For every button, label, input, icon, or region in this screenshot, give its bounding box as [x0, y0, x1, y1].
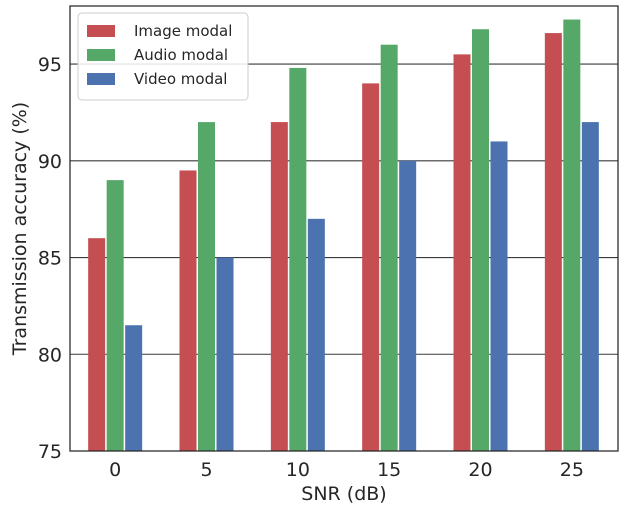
- x-tick-labels: 0 5 10 15 20 25: [109, 459, 584, 481]
- y-tick-label: 95: [38, 54, 62, 76]
- x-tick-label: 0: [109, 459, 121, 481]
- bar-audio-modal: [472, 29, 489, 451]
- bar-audio-modal: [106, 180, 124, 451]
- legend-label: Image modal: [134, 22, 232, 40]
- legend-swatch-audio-modal: [87, 49, 115, 61]
- bar-audio-modal: [198, 122, 215, 451]
- y-tick-labels: 75 80 85 90 95: [38, 54, 62, 463]
- bar-video-modal: [399, 160, 417, 452]
- bar-video-modal: [581, 122, 599, 451]
- legend-box: [77, 12, 249, 101]
- legend-swatch-image-modal: [87, 25, 115, 37]
- y-tick-label: 90: [38, 151, 62, 173]
- x-tick-label: 20: [468, 459, 492, 481]
- x-tick-label: 5: [200, 459, 212, 481]
- bar-video-modal: [216, 257, 234, 451]
- x-tick-label: 15: [377, 459, 401, 481]
- gridlines: [70, 63, 618, 452]
- plot-frame: [69, 5, 619, 452]
- bar-audio-modal: [563, 19, 581, 451]
- y-tick-label: 85: [38, 248, 62, 270]
- x-tick-label: 10: [286, 459, 310, 481]
- bar-image-modal: [179, 170, 197, 451]
- bar-video-modal: [307, 218, 325, 451]
- bar-image-modal: [453, 54, 471, 451]
- legend: Image modal Audio modal Video modal: [77, 12, 249, 101]
- bar-image-modal: [88, 238, 106, 451]
- bar-image-modal: [544, 33, 562, 452]
- bars: [88, 19, 599, 452]
- x-axis-label: SNR (dB): [301, 483, 386, 505]
- y-tick-label: 75: [38, 441, 62, 463]
- bar-image-modal: [270, 122, 288, 451]
- legend-swatch-video-modal: [87, 73, 115, 85]
- y-axis-label: Transmission accuracy (%): [9, 102, 31, 356]
- bar-audio-modal: [380, 44, 398, 452]
- bar-image-modal: [362, 83, 380, 452]
- legend-label: Video modal: [134, 70, 227, 88]
- bar-audio-modal: [289, 67, 307, 452]
- x-tick-label: 25: [560, 459, 584, 481]
- bar-video-modal: [125, 325, 143, 451]
- legend-label: Audio modal: [134, 46, 228, 64]
- y-tick-label: 80: [38, 344, 62, 366]
- bar-video-modal: [490, 141, 508, 451]
